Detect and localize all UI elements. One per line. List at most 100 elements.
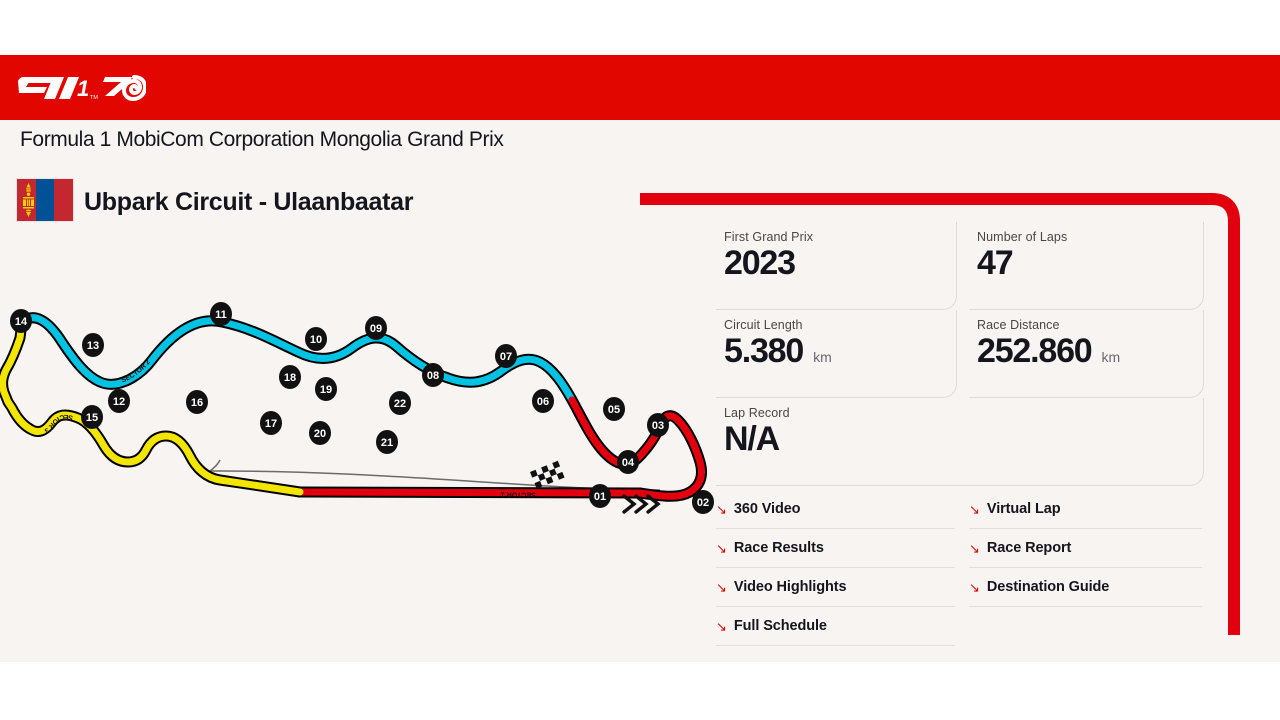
flag-stripe-red-left (17, 179, 36, 221)
svg-text:16: 16 (191, 397, 203, 409)
svg-text:21: 21 (381, 437, 393, 449)
svg-text:07: 07 (500, 351, 512, 363)
link-360-video[interactable]: ↘ 360 Video (716, 490, 955, 529)
circuit-stats-grid: First Grand Prix 2023 Number of Laps 47 … (716, 222, 1216, 486)
link-race-report[interactable]: ↘ Race Report (969, 529, 1202, 568)
svg-text:06: 06 (537, 396, 549, 408)
svg-text:13: 13 (87, 340, 99, 352)
link-label: Virtual Lap (986, 501, 1061, 517)
link-label: Race Results (733, 540, 824, 556)
soyombo-symbol-icon (23, 183, 34, 217)
stat-card-first-grand-prix: First Grand Prix 2023 (716, 222, 957, 310)
start-finish-line-icon (530, 460, 565, 489)
svg-text:18: 18 (284, 372, 296, 384)
direction-chevrons-icon (622, 494, 661, 514)
turn-marker-18: 18 (279, 365, 301, 389)
stat-label: Circuit Length (724, 318, 803, 332)
svg-text:10: 10 (310, 334, 322, 346)
flag-stripe-blue (35, 179, 55, 221)
link-label: 360 Video (733, 501, 801, 517)
svg-text:15: 15 (86, 412, 98, 424)
page-title: Formula 1 MobiCom Corporation Mongolia G… (20, 128, 504, 151)
arrow-down-right-icon: ↘ (716, 502, 727, 518)
stat-label: Race Distance (977, 318, 1060, 332)
stat-label: First Grand Prix (724, 230, 814, 244)
sector-label-1: SECTOR 1 (501, 491, 536, 498)
stat-value: 47 (977, 244, 1014, 282)
stat-card-lap-record: Lap Record N/A (716, 398, 1204, 486)
arrow-down-right-icon: ↘ (969, 580, 980, 596)
circuit-links: ↘ 360 Video ↘ Race Results ↘ Video Highl… (716, 490, 1216, 646)
arrow-down-right-icon: ↘ (716, 541, 727, 557)
svg-text:11: 11 (215, 309, 227, 321)
turn-marker-01: 01 (589, 484, 611, 508)
svg-text:20: 20 (314, 428, 326, 440)
circuit-info-panel: First Grand Prix 2023 Number of Laps 47 … (716, 222, 1216, 646)
svg-text:19: 19 (320, 384, 332, 396)
link-virtual-lap[interactable]: ↘ Virtual Lap (969, 490, 1202, 529)
link-video-highlights[interactable]: ↘ Video Highlights (716, 568, 955, 607)
link-label: Full Schedule (733, 618, 827, 634)
arrow-down-right-icon: ↘ (716, 580, 727, 596)
flag-stripe-red-right (54, 179, 73, 221)
stat-label: Number of Laps (977, 230, 1068, 244)
link-label: Video Highlights (733, 579, 847, 595)
svg-text:03: 03 (652, 420, 664, 432)
track-sector-3 (3, 322, 300, 492)
link-race-results[interactable]: ↘ Race Results (716, 529, 955, 568)
svg-text:12: 12 (113, 396, 125, 408)
link-label: Destination Guide (986, 579, 1110, 595)
turn-marker-16: 16 (186, 390, 208, 414)
circuit-name-heading: Ubpark Circuit - Ulaanbaatar (84, 188, 414, 216)
site-header-banner (0, 55, 1280, 120)
stat-value: N/A (724, 420, 780, 458)
svg-text:05: 05 (608, 404, 620, 416)
turn-marker-10: 10 (305, 327, 327, 351)
stat-card-circuit-length: Circuit Length 5.380 km (716, 310, 957, 398)
turn-marker-06: 06 (532, 389, 554, 413)
stat-unit: km (1101, 349, 1121, 365)
links-spacer (969, 607, 1216, 646)
turn-marker-20: 20 (309, 421, 331, 445)
turn-marker-03: 03 (647, 413, 669, 437)
stat-value: 2023 (724, 244, 796, 282)
turn-marker-13: 13 (82, 333, 104, 357)
link-full-schedule[interactable]: ↘ Full Schedule (716, 607, 955, 646)
circuit-map[interactable]: SECTOR 2 SECTOR 1 SECTOR 3 (0, 290, 730, 530)
svg-text:17: 17 (265, 418, 277, 430)
svg-text:TM: TM (90, 95, 98, 101)
stat-unit: km (813, 349, 832, 365)
svg-text:02: 02 (697, 497, 709, 509)
svg-text:1: 1 (77, 76, 89, 101)
turn-marker-05: 05 (603, 397, 625, 421)
links-column-right: ↘ Virtual Lap ↘ Race Report ↘ Destinatio… (969, 490, 1216, 646)
turn-marker-22: 22 (389, 391, 411, 415)
arrow-down-right-icon: ↘ (969, 502, 980, 518)
turn-marker-08: 08 (422, 363, 444, 387)
link-destination-guide[interactable]: ↘ Destination Guide (969, 568, 1202, 607)
turn-marker-11: 11 (210, 302, 232, 326)
arrow-down-right-icon: ↘ (716, 619, 727, 635)
svg-text:09: 09 (370, 323, 382, 335)
turn-marker-14: 14 (10, 309, 32, 333)
turn-marker-07: 07 (495, 344, 517, 368)
svg-text:01: 01 (594, 491, 606, 503)
stat-card-number-of-laps: Number of Laps 47 (969, 222, 1204, 310)
turn-marker-17: 17 (260, 411, 282, 435)
turn-marker-02: 02 (692, 490, 714, 514)
turn-marker-15: 15 (81, 405, 103, 429)
turn-marker-04: 04 (617, 450, 639, 474)
arrow-down-right-icon: ↘ (969, 541, 980, 557)
turn-markers: 01 02 03 04 05 06 07 08 09 10 11 12 13 1… (10, 302, 714, 514)
svg-text:22: 22 (394, 398, 406, 410)
turn-marker-19: 19 (315, 377, 337, 401)
svg-text:08: 08 (427, 370, 439, 382)
stat-value: 5.380 (724, 332, 804, 370)
f1-70-logo[interactable]: 1 TM (16, 70, 146, 106)
links-column-left: ↘ 360 Video ↘ Race Results ↘ Video Highl… (716, 490, 969, 646)
turn-marker-09: 09 (365, 316, 387, 340)
svg-text:14: 14 (15, 316, 28, 328)
link-label: Race Report (986, 540, 1072, 556)
stat-card-race-distance: Race Distance 252.860 km (969, 310, 1204, 398)
